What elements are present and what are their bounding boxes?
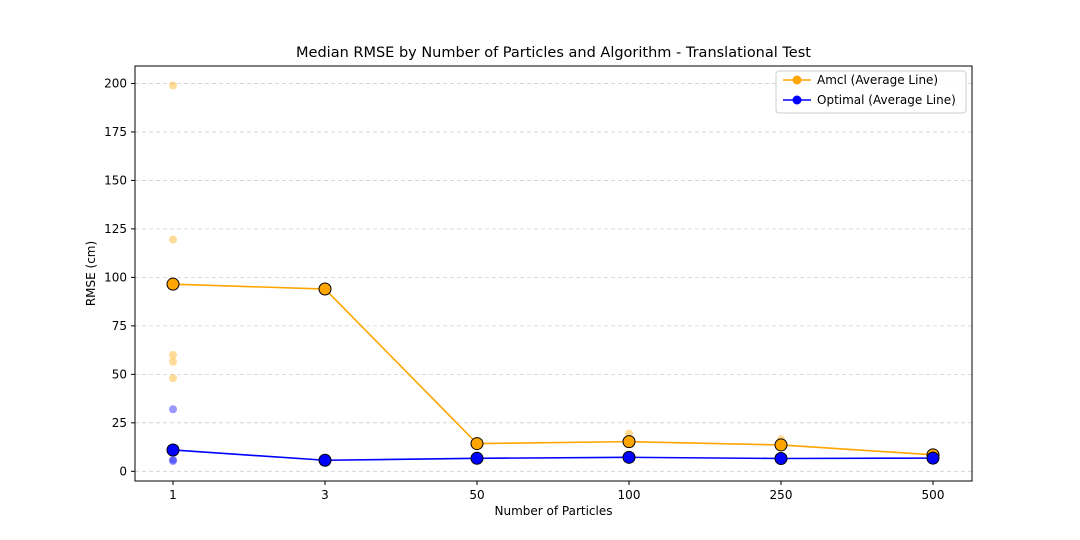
legend-item-amcl: Amcl (Average Line) <box>783 73 938 87</box>
x-tick-label: 250 <box>770 488 793 502</box>
legend-marker-optimal <box>792 95 802 105</box>
y-tick-label: 125 <box>104 222 127 236</box>
x-tick-label: 500 <box>922 488 945 502</box>
average-marker-optimal <box>166 443 180 457</box>
y-axis-title: RMSE (cm) <box>84 241 98 306</box>
x-tick-label: 3 <box>321 488 329 502</box>
plot-frame <box>134 65 973 482</box>
average-marker-amcl <box>774 438 788 452</box>
scatter-point-amcl <box>169 81 177 90</box>
series-line-optimal <box>172 449 934 462</box>
average-marker-optimal <box>622 450 636 464</box>
y-tick-label: 25 <box>112 416 127 430</box>
x-tick-label: 100 <box>618 488 641 502</box>
scatter-point-amcl <box>169 350 177 359</box>
legend-item-optimal: Optimal (Average Line) <box>783 93 956 107</box>
average-marker-optimal <box>926 451 940 465</box>
average-marker-amcl <box>622 435 636 449</box>
average-markers <box>166 277 940 467</box>
y-tick-label: 175 <box>104 125 127 139</box>
x-axis-title: Number of Particles <box>495 504 613 518</box>
average-marker-amcl <box>470 437 484 451</box>
average-marker-optimal <box>470 451 484 465</box>
legend-marker-amcl <box>792 75 802 85</box>
x-tick-label: 50 <box>469 488 484 502</box>
series-line-amcl <box>172 283 934 456</box>
legend-box <box>775 70 967 114</box>
scatter-point-amcl <box>169 357 177 366</box>
legend-label-amcl: Amcl (Average Line) <box>817 73 938 87</box>
average-marker-optimal <box>774 452 788 466</box>
grid-lines <box>135 83 972 472</box>
average-marker-optimal <box>318 453 332 467</box>
legend-label-optimal: Optimal (Average Line) <box>817 93 956 107</box>
scatter-point-amcl <box>169 235 177 244</box>
scatter-point-optimal <box>169 457 177 466</box>
chart-title: Median RMSE by Number of Particles and A… <box>296 45 811 61</box>
average-marker-amcl <box>166 277 180 291</box>
y-tick-label: 0 <box>119 464 127 478</box>
y-axis: 0 25 50 75 100 125 150 175 200 <box>104 76 135 478</box>
average-marker-amcl <box>318 282 332 296</box>
scatter-point-optimal <box>169 405 177 414</box>
y-tick-label: 75 <box>112 319 127 333</box>
y-tick-label: 150 <box>104 173 127 187</box>
series-lines <box>172 283 934 462</box>
y-tick-label: 50 <box>112 367 127 381</box>
legend: Amcl (Average Line) Optimal (Average Lin… <box>775 70 967 114</box>
y-tick-label: 100 <box>104 270 127 284</box>
scatter-points <box>169 81 937 466</box>
x-axis: 1 3 50 100 250 500 <box>169 481 944 502</box>
scatter-point-amcl <box>169 374 177 383</box>
x-tick-label: 1 <box>169 488 177 502</box>
scatter-point-optimal <box>169 455 177 464</box>
y-tick-label: 200 <box>104 76 127 90</box>
